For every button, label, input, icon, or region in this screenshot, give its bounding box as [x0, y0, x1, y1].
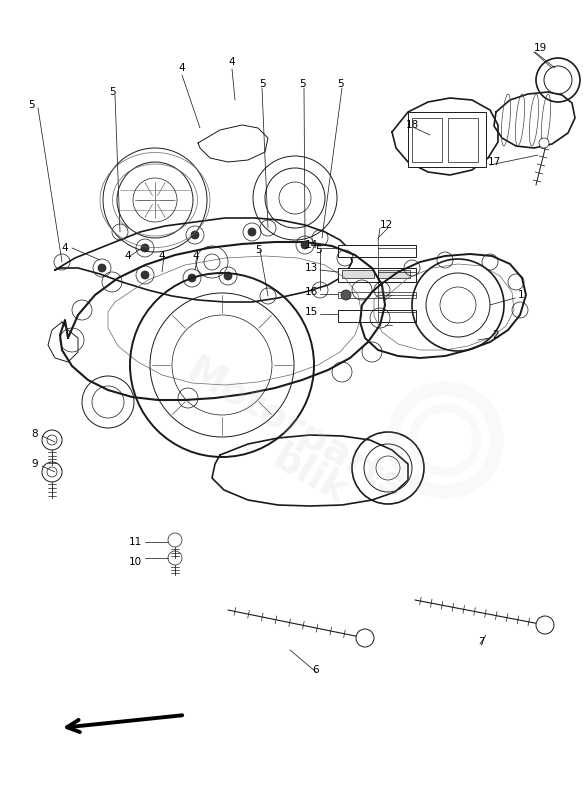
Text: 19: 19 [534, 43, 547, 53]
Polygon shape [60, 242, 385, 400]
Circle shape [98, 264, 106, 272]
Circle shape [248, 228, 256, 236]
Circle shape [224, 272, 232, 280]
Text: 8: 8 [32, 429, 38, 439]
Circle shape [301, 241, 309, 249]
Text: 16: 16 [305, 287, 318, 297]
Text: 7: 7 [478, 637, 485, 647]
Text: 10: 10 [129, 557, 142, 567]
Text: 14: 14 [305, 240, 318, 250]
Circle shape [141, 244, 149, 252]
Text: 11: 11 [128, 537, 142, 547]
Polygon shape [198, 125, 268, 162]
Circle shape [141, 271, 149, 279]
Text: 4: 4 [179, 63, 185, 73]
Text: 18: 18 [405, 120, 419, 130]
Text: 4: 4 [125, 251, 131, 261]
Text: 5: 5 [337, 79, 343, 89]
Bar [338, 310, 416, 322]
Text: 6: 6 [312, 665, 319, 675]
Text: 5: 5 [259, 79, 265, 89]
Bar [338, 268, 416, 282]
Bar [448, 118, 478, 162]
Polygon shape [494, 92, 575, 148]
Bar [338, 292, 416, 298]
Circle shape [341, 290, 351, 300]
Text: Motorparts: Motorparts [180, 353, 411, 507]
Polygon shape [48, 322, 78, 362]
Text: 12: 12 [380, 220, 393, 230]
Bar [412, 118, 442, 162]
Text: 4: 4 [61, 243, 68, 253]
Bar [408, 112, 486, 167]
Text: 1: 1 [518, 290, 524, 300]
Text: 2: 2 [492, 330, 499, 340]
Bar [378, 270, 410, 278]
Circle shape [356, 629, 374, 647]
Text: 9: 9 [32, 459, 38, 469]
Text: 4: 4 [229, 57, 235, 67]
Polygon shape [392, 98, 498, 175]
Circle shape [191, 231, 199, 239]
Circle shape [539, 138, 549, 148]
Polygon shape [55, 218, 352, 302]
Text: 13: 13 [305, 263, 318, 273]
Polygon shape [360, 254, 526, 358]
Text: 17: 17 [488, 157, 501, 167]
Polygon shape [212, 435, 408, 506]
Bar [342, 270, 374, 278]
Circle shape [188, 274, 196, 282]
Text: 4: 4 [193, 251, 199, 261]
Circle shape [536, 616, 554, 634]
Text: 5: 5 [315, 245, 321, 255]
Text: 4: 4 [159, 251, 165, 261]
Text: blik: blik [266, 438, 354, 511]
Text: 5: 5 [29, 100, 35, 110]
Text: 15: 15 [305, 307, 318, 317]
Text: 5: 5 [298, 79, 305, 89]
Bar [338, 245, 416, 257]
Text: 5: 5 [109, 87, 115, 97]
Text: 5: 5 [255, 245, 261, 255]
